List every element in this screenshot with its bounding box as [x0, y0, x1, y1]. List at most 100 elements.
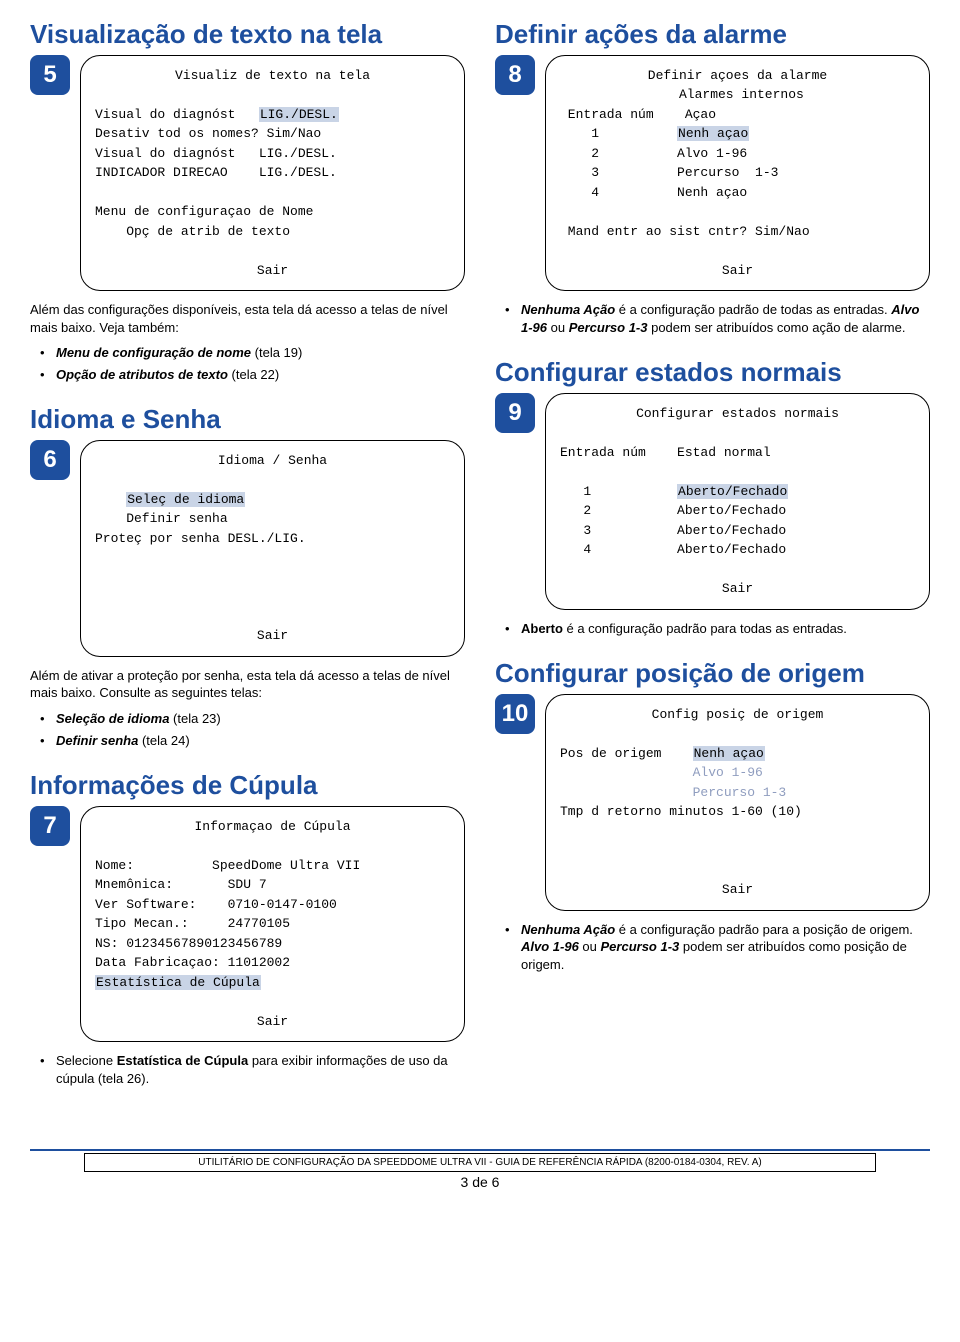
- section-8-title: Definir ações da alarme: [495, 20, 930, 49]
- s7-li1-b: Estatística de Cúpula: [117, 1053, 248, 1068]
- s10-l1: Config posiç de origem: [560, 705, 915, 725]
- s5-li1-b: Menu de configuração de nome: [56, 345, 251, 360]
- screen-5: Visualiz de texto na tela Visual do diag…: [80, 55, 465, 292]
- s7-l6: NS: 01234567890123456789: [95, 936, 282, 951]
- s5-l2b: LIG./DESL.: [259, 107, 339, 122]
- s10-l2b: Nenh açao: [693, 746, 765, 761]
- s5-l5: INDICADOR DIRECAO LIG./DESL.: [95, 165, 337, 180]
- right-column: Definir ações da alarme 8 Definir açoes …: [495, 20, 930, 1109]
- s9-r1b: Aberto/Fechado: [677, 484, 788, 499]
- page-columns: Visualização de texto na tela 5 Visualiz…: [30, 20, 930, 1109]
- s6-list: Seleção de idioma (tela 23) Definir senh…: [30, 710, 465, 749]
- s10-exit: Sair: [560, 880, 915, 900]
- s6-l1: Idioma / Senha: [95, 451, 450, 471]
- s10-l3: Alvo 1-96: [560, 765, 763, 780]
- s8-li1-b: é a configuração padrão de todas as entr…: [615, 302, 891, 317]
- s10-l5: Tmp d retorno minutos 1-60 (10): [560, 804, 802, 819]
- badge-10: 10: [495, 694, 535, 734]
- s5-l6: Menu de configuraçao de Nome: [95, 204, 313, 219]
- s6-l3: Definir senha: [95, 511, 228, 526]
- badge-9: 9: [495, 393, 535, 433]
- s6-desc: Além de ativar a proteção por senha, est…: [30, 667, 465, 702]
- s10-li1-c: Alvo 1-96: [521, 939, 579, 954]
- s8-li1: Nenhuma Ação é a configuração padrão de …: [509, 301, 930, 336]
- s8-li1-e: Percurso 1-3: [569, 320, 648, 335]
- s8-r3: 3 Percurso 1-3: [560, 165, 778, 180]
- section-7: Informações de Cúpula 7 Informaçao de Cú…: [30, 771, 465, 1087]
- s7-l3: Mnemônica: SDU 7: [95, 877, 267, 892]
- s7-l2: Nome: SpeedDome Ultra VII: [95, 858, 360, 873]
- s6-li2-r: (tela 24): [138, 733, 189, 748]
- s5-l3: Desativ tod os nomes? Sim/Nao: [95, 126, 321, 141]
- badge-6: 6: [30, 440, 70, 480]
- s5-l4: Visual do diagnóst LIG./DESL.: [95, 146, 337, 161]
- s5-exit: Sair: [95, 261, 450, 281]
- section-6-block: 6 Idioma / Senha Seleç de idioma Definir…: [30, 440, 465, 657]
- section-7-title: Informações de Cúpula: [30, 771, 465, 800]
- s10-li1-d: ou: [579, 939, 601, 954]
- s8-l5: Mand entr ao sist cntr? Sim/Nao: [560, 224, 810, 239]
- s9-li1: Aberto é a configuração padrão para toda…: [509, 620, 930, 638]
- s5-li2-r: (tela 22): [228, 367, 279, 382]
- s10-list: Nenhuma Ação é a configuração padrão par…: [495, 921, 930, 974]
- s7-exit: Sair: [95, 1012, 450, 1032]
- s10-l4: Percurso 1-3: [560, 785, 786, 800]
- footer: UTILITÁRIO DE CONFIGURAÇÃO DA SPEEDDOME …: [30, 1149, 930, 1190]
- footer-box: UTILITÁRIO DE CONFIGURAÇÃO DA SPEEDDOME …: [84, 1153, 876, 1172]
- s6-l2: Seleç de idioma: [126, 492, 245, 507]
- s9-li1-b: é a configuração padrão para todas as en…: [563, 621, 847, 636]
- s10-li1: Nenhuma Ação é a configuração padrão par…: [509, 921, 930, 974]
- s7-l5: Tipo Mecan.: 24770105: [95, 916, 290, 931]
- section-8: Definir ações da alarme 8 Definir açoes …: [495, 20, 930, 336]
- s9-r2: 2 Aberto/Fechado: [560, 503, 786, 518]
- section-5: Visualização de texto na tela 5 Visualiz…: [30, 20, 465, 383]
- s8-r1a: 1: [560, 126, 677, 141]
- s6-li1-r: (tela 23): [169, 711, 220, 726]
- s7-l1: Informaçao de Cúpula: [95, 817, 450, 837]
- s5-li2-b: Opção de atributos de texto: [56, 367, 228, 382]
- s6-li1: Seleção de idioma (tela 23): [44, 710, 465, 728]
- s9-r1a: 1: [560, 484, 677, 499]
- s8-li1-f: podem ser atribuídos como ação de alarme…: [647, 320, 905, 335]
- s5-l7: Opç de atrib de texto: [95, 224, 290, 239]
- section-5-title: Visualização de texto na tela: [30, 20, 465, 49]
- section-10: Configurar posição de origem 10 Config p…: [495, 659, 930, 973]
- s7-l7: Data Fabricaçao: 11012002: [95, 955, 290, 970]
- s6-li2-b: Definir senha: [56, 733, 138, 748]
- s6-l4: Proteç por senha DESL./LIG.: [95, 531, 306, 546]
- s9-l2: Entrada núm Estad normal: [560, 445, 771, 460]
- section-8-block: 8 Definir açoes da alarme Alarmes intern…: [495, 55, 930, 292]
- s8-l2: Alarmes internos: [560, 85, 915, 105]
- badge-8: 8: [495, 55, 535, 95]
- s10-li1-a: Nenhuma Ação: [521, 922, 615, 937]
- s9-l1: Configurar estados normais: [560, 404, 915, 424]
- badge-5: 5: [30, 55, 70, 95]
- section-10-block: 10 Config posiç de origem Pos de origem …: [495, 694, 930, 911]
- left-column: Visualização de texto na tela 5 Visualiz…: [30, 20, 465, 1109]
- s5-li1-r: (tela 19): [251, 345, 302, 360]
- s5-li1: Menu de configuração de nome (tela 19): [44, 344, 465, 362]
- s8-list: Nenhuma Ação é a configuração padrão de …: [495, 301, 930, 336]
- s9-list: Aberto é a configuração padrão para toda…: [495, 620, 930, 638]
- s8-l3: Entrada núm Açao: [560, 107, 716, 122]
- screen-9: Configurar estados normais Entrada núm E…: [545, 393, 930, 610]
- screen-10: Config posiç de origem Pos de origem Nen…: [545, 694, 930, 911]
- section-9-block: 9 Configurar estados normais Entrada núm…: [495, 393, 930, 610]
- s8-r2: 2 Alvo 1-96: [560, 146, 747, 161]
- s5-desc: Além das configurações disponíveis, esta…: [30, 301, 465, 336]
- section-6: Idioma e Senha 6 Idioma / Senha Seleç de…: [30, 405, 465, 749]
- page-number: 3 de 6: [30, 1174, 930, 1190]
- section-7-block: 7 Informaçao de Cúpula Nome: SpeedDome U…: [30, 806, 465, 1043]
- s9-r3: 3 Aberto/Fechado: [560, 523, 786, 538]
- screen-8: Definir açoes da alarme Alarmes internos…: [545, 55, 930, 292]
- s5-list: Menu de configuração de nome (tela 19) O…: [30, 344, 465, 383]
- s10-li1-b: é a configuração padrão para a posição d…: [615, 922, 913, 937]
- s9-r4: 4 Aberto/Fechado: [560, 542, 786, 557]
- s5-l2a: Visual do diagnóst: [95, 107, 259, 122]
- s9-exit: Sair: [560, 579, 915, 599]
- s6-li1-b: Seleção de idioma: [56, 711, 169, 726]
- s9-li1-a: Aberto: [521, 621, 563, 636]
- s8-r1b: Nenh açao: [677, 126, 749, 141]
- screen-6: Idioma / Senha Seleç de idioma Definir s…: [80, 440, 465, 657]
- s7-li1: Selecione Estatística de Cúpula para exi…: [44, 1052, 465, 1087]
